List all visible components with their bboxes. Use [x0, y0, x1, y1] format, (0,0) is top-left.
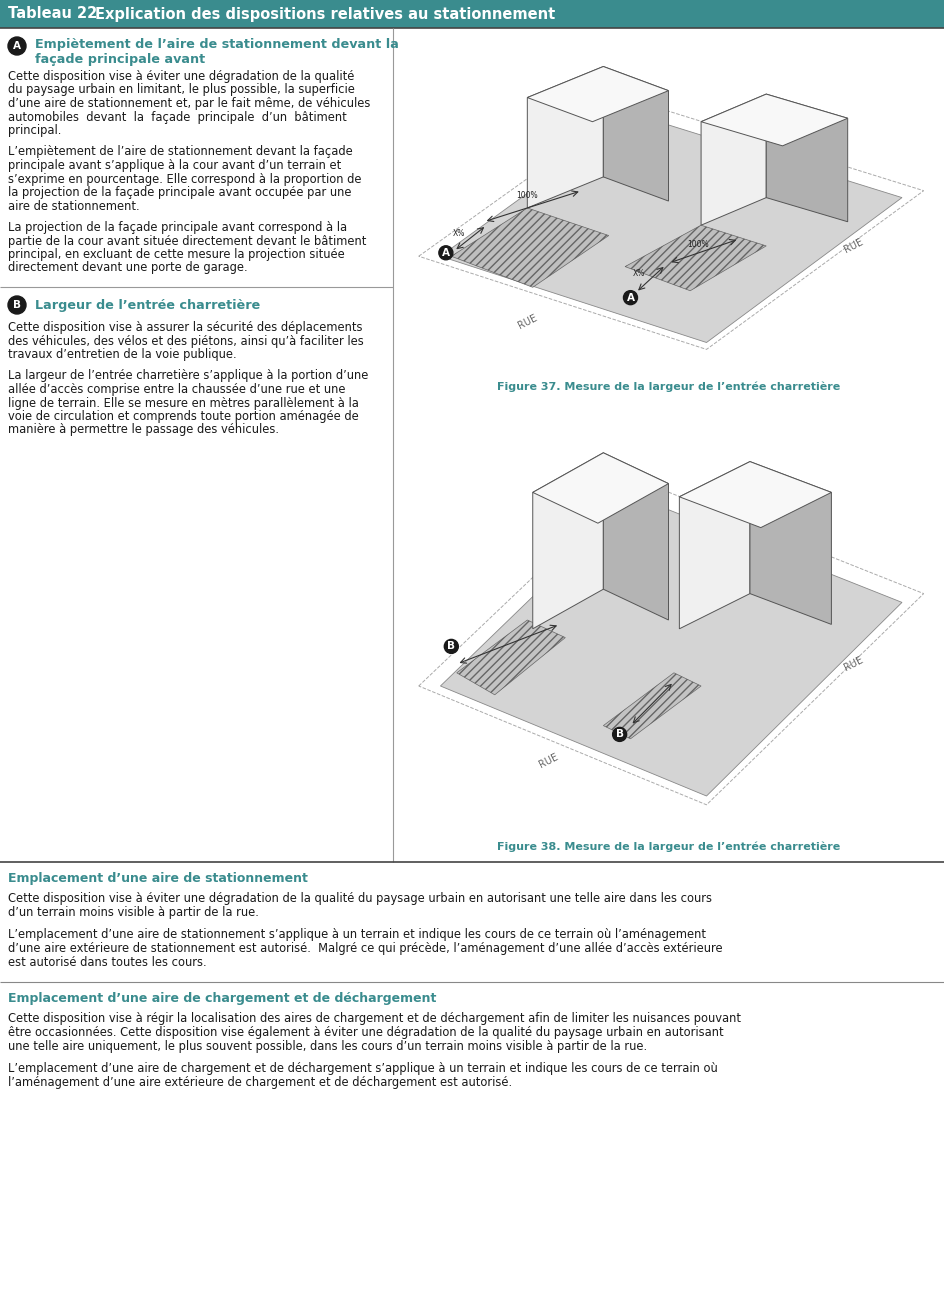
Text: L’emplacement d’une aire de chargement et de déchargement s’applique à un terrai: L’emplacement d’une aire de chargement e…: [8, 1062, 717, 1075]
Polygon shape: [701, 94, 767, 226]
Text: Cette disposition vise à éviter une dégradation de la qualité: Cette disposition vise à éviter une dégr…: [8, 70, 354, 83]
Text: d’un terrain moins visible à partir de la rue.: d’un terrain moins visible à partir de l…: [8, 906, 259, 918]
Polygon shape: [532, 453, 668, 524]
Polygon shape: [767, 94, 848, 222]
Text: la projection de la façade principale avant occupée par une: la projection de la façade principale av…: [8, 186, 351, 199]
Circle shape: [439, 246, 453, 259]
Polygon shape: [603, 453, 668, 620]
Text: Figure 38. Mesure de la largeur de l’entrée charretière: Figure 38. Mesure de la largeur de l’ent…: [497, 842, 840, 853]
Polygon shape: [625, 226, 767, 290]
Text: est autorisé dans toutes les cours.: est autorisé dans toutes les cours.: [8, 956, 207, 969]
Text: principale avant s’applique à la cour avant d’un terrain et: principale avant s’applique à la cour av…: [8, 159, 341, 172]
Text: X%: X%: [453, 230, 465, 239]
Text: Empiètement de l’aire de stationnement devant la
façade principale avant: Empiètement de l’aire de stationnement d…: [35, 37, 399, 66]
Polygon shape: [680, 462, 750, 628]
Text: B: B: [447, 641, 455, 651]
Text: allée d’accès comprise entre la chaussée d’une rue et une: allée d’accès comprise entre la chaussée…: [8, 383, 346, 396]
Text: Cette disposition vise à régir la localisation des aires de chargement et de déc: Cette disposition vise à régir la locali…: [8, 1011, 741, 1026]
Text: des véhicules, des vélos et des piétons, ainsi qu’à faciliter les: des véhicules, des vélos et des piétons,…: [8, 334, 363, 347]
Text: Cette disposition vise à éviter une dégradation de la qualité du paysage urbain : Cette disposition vise à éviter une dégr…: [8, 891, 712, 906]
Text: voie de circulation et comprends toute portion aménagée de: voie de circulation et comprends toute p…: [8, 410, 359, 423]
Polygon shape: [457, 620, 565, 695]
Text: Tableau 22: Tableau 22: [8, 6, 97, 22]
Text: La projection de la façade principale avant correspond à la: La projection de la façade principale av…: [8, 221, 347, 233]
Text: Figure 37. Mesure de la largeur de l’entrée charretière: Figure 37. Mesure de la largeur de l’ent…: [497, 382, 840, 392]
Circle shape: [8, 37, 26, 55]
Polygon shape: [528, 67, 603, 208]
Text: L’emplacement d’une aire de stationnement s’applique à un terrain et indique les: L’emplacement d’une aire de stationnemen…: [8, 928, 706, 940]
Text: ligne de terrain. Elle se mesure en mètres parallèlement à la: ligne de terrain. Elle se mesure en mètr…: [8, 396, 359, 409]
Text: RUE: RUE: [538, 752, 561, 770]
Bar: [397, 400, 940, 840]
Text: A: A: [442, 248, 450, 258]
Text: l’aménagement d’une aire extérieure de chargement et de déchargement est autoris: l’aménagement d’une aire extérieure de c…: [8, 1076, 513, 1089]
Text: X%: X%: [632, 270, 645, 279]
Text: d’une aire de stationnement et, par le fait même, de véhicules: d’une aire de stationnement et, par le f…: [8, 97, 370, 110]
Polygon shape: [603, 67, 668, 201]
Text: Explication des dispositions relatives au stationnement: Explication des dispositions relatives a…: [95, 6, 555, 22]
Text: RUE: RUE: [842, 237, 865, 255]
Polygon shape: [680, 462, 832, 528]
Text: B: B: [615, 729, 624, 739]
Text: Emplacement d’une aire de stationnement: Emplacement d’une aire de stationnement: [8, 872, 308, 885]
Text: partie de la cour avant située directement devant le bâtiment: partie de la cour avant située directeme…: [8, 235, 366, 248]
Circle shape: [8, 295, 26, 313]
Text: La largeur de l’entrée charretière s’applique à la portion d’une: La largeur de l’entrée charretière s’app…: [8, 369, 368, 383]
Polygon shape: [603, 673, 701, 739]
Text: directement devant une porte de garage.: directement devant une porte de garage.: [8, 262, 247, 275]
Polygon shape: [750, 462, 832, 624]
Text: A: A: [627, 293, 634, 303]
Bar: [0, 0, 944, 28]
Text: aire de stationnement.: aire de stationnement.: [8, 200, 140, 213]
Text: automobiles  devant  la  façade  principale  d’un  bâtiment: automobiles devant la façade principale …: [8, 111, 346, 124]
Polygon shape: [701, 94, 848, 146]
Circle shape: [613, 728, 627, 742]
Text: RUE: RUE: [516, 312, 539, 330]
Polygon shape: [441, 115, 902, 343]
Polygon shape: [441, 497, 902, 796]
Text: RUE: RUE: [842, 655, 865, 673]
Text: B: B: [13, 301, 21, 310]
Bar: [397, 32, 940, 377]
Polygon shape: [532, 453, 603, 628]
Text: travaux d’entretien de la voie publique.: travaux d’entretien de la voie publique.: [8, 348, 237, 361]
Text: manière à permettre le passage des véhicules.: manière à permettre le passage des véhic…: [8, 423, 279, 436]
Polygon shape: [528, 67, 668, 121]
Text: principal.: principal.: [8, 124, 61, 137]
Text: du paysage urbain en limitant, le plus possible, la superficie: du paysage urbain en limitant, le plus p…: [8, 84, 355, 97]
Text: A: A: [13, 41, 21, 52]
Text: principal, en excluant de cette mesure la projection située: principal, en excluant de cette mesure l…: [8, 248, 345, 261]
Text: 100%: 100%: [516, 191, 538, 200]
Text: L’empiètement de l’aire de stationnement devant la façade: L’empiètement de l’aire de stationnement…: [8, 146, 353, 159]
Polygon shape: [451, 208, 609, 288]
Circle shape: [623, 290, 637, 304]
Text: 100%: 100%: [687, 240, 709, 249]
Circle shape: [445, 640, 458, 654]
Text: Largeur de l’entrée charretière: Largeur de l’entrée charretière: [35, 299, 261, 312]
Text: Cette disposition vise à assurer la sécurité des déplacements: Cette disposition vise à assurer la sécu…: [8, 321, 362, 334]
Text: Emplacement d’une aire de chargement et de déchargement: Emplacement d’une aire de chargement et …: [8, 992, 436, 1005]
Text: une telle aire uniquement, le plus souvent possible, dans les cours d’un terrain: une telle aire uniquement, le plus souve…: [8, 1040, 648, 1053]
Text: d’une aire extérieure de stationnement est autorisé.  Malgré ce qui précède, l’a: d’une aire extérieure de stationnement e…: [8, 942, 722, 955]
Text: s’exprime en pourcentage. Elle correspond à la proportion de: s’exprime en pourcentage. Elle correspon…: [8, 173, 362, 186]
Text: être occasionnées. Cette disposition vise également à éviter une dégradation de : être occasionnées. Cette disposition vis…: [8, 1026, 724, 1038]
